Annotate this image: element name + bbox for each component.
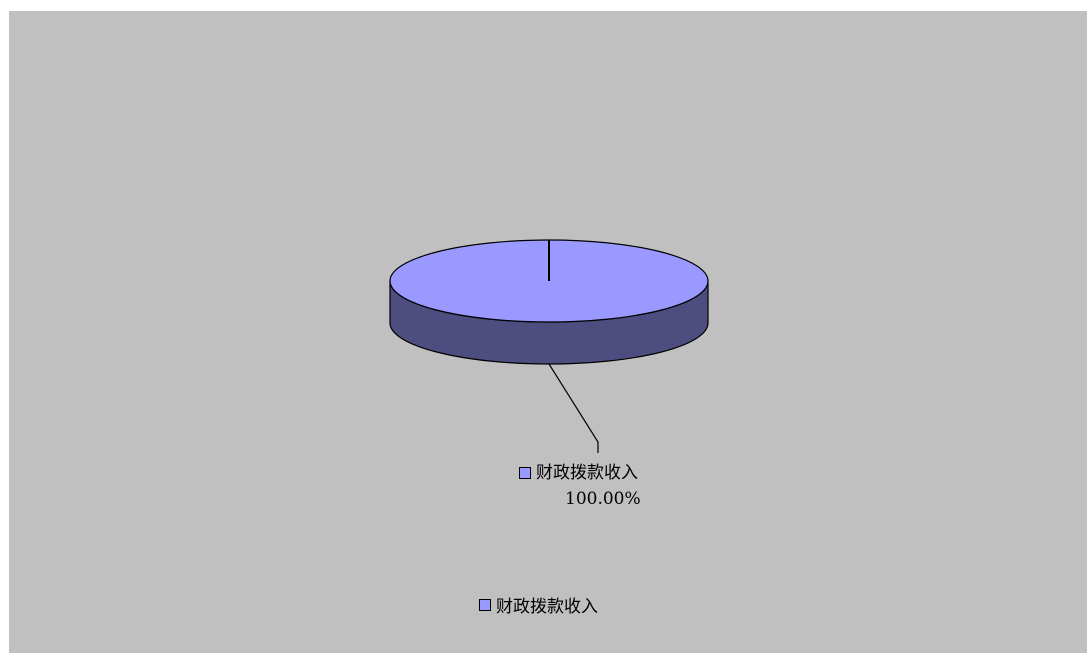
legend-swatch (479, 598, 491, 611)
pie-chart (389, 239, 709, 453)
legend: 财政拨款收入 (479, 592, 598, 617)
chart-area: 财政拨款收入 100.00% 财政拨款收入 (9, 11, 1087, 653)
data-label-name: 财政拨款收入 (536, 463, 638, 483)
data-label-percent: 100.00% (565, 489, 641, 509)
data-label-swatch (519, 467, 531, 479)
data-label: 财政拨款收入 100.00% (519, 460, 641, 512)
leader-line (548, 363, 599, 453)
legend-entry: 财政拨款收入 (496, 597, 598, 617)
